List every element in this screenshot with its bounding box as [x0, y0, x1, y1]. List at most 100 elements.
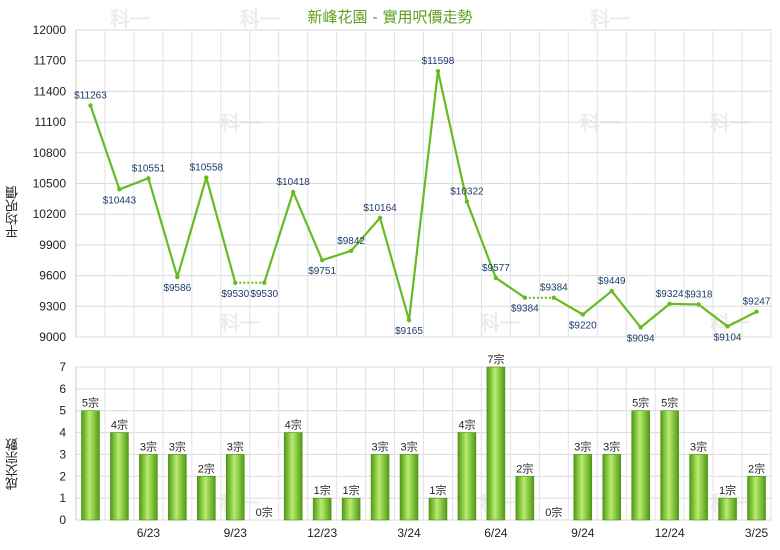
price-line-segment	[669, 302, 699, 306]
volume-y-tick-label: 4	[59, 426, 66, 440]
price-line-segment	[263, 191, 295, 284]
price-y-tick-label: 12000	[33, 23, 67, 37]
volume-bar	[341, 497, 361, 521]
price-point-label: $10558	[190, 163, 224, 174]
price-point	[319, 257, 325, 263]
price-point	[551, 295, 557, 300]
price-line-segment	[495, 277, 526, 299]
volume-y-tick-label: 7	[59, 360, 66, 374]
price-line-segment	[436, 70, 469, 202]
volume-y-tick-label: 2	[59, 469, 66, 483]
bar-value-label: 2宗	[748, 461, 765, 475]
price-point-label: $10322	[450, 187, 484, 198]
bar-value-label: 5宗	[82, 396, 99, 410]
price-point	[522, 295, 528, 300]
volume-y-tick-label: 0	[59, 513, 66, 527]
price-line-segment	[292, 191, 324, 261]
price-point-label: $9384	[511, 304, 539, 315]
price-y-tick-label: 10800	[33, 146, 67, 160]
bar-value-label: 1宗	[719, 483, 736, 497]
price-point	[290, 189, 296, 195]
volume-bar	[225, 454, 245, 521]
volume-bar	[660, 410, 679, 521]
price-line-segment	[553, 296, 584, 316]
watermark-text: 科一	[580, 111, 620, 135]
price-point-label: $9842	[337, 236, 365, 247]
bar-value-label: 1宗	[429, 483, 446, 497]
bar-value-label: 7宗	[487, 352, 504, 366]
price-point-label: $9577	[482, 263, 510, 274]
volume-bar	[573, 454, 593, 521]
bar-value-label: 0宗	[256, 505, 273, 519]
volume-y-tick-label: 3	[59, 447, 66, 461]
bar-value-label: 5宗	[661, 396, 678, 410]
price-y-tick-label: 11100	[34, 115, 66, 129]
volume-bar	[399, 454, 419, 521]
watermark-text: 科一	[710, 311, 750, 335]
price-y-tick-label: 9000	[39, 330, 66, 344]
price-point	[580, 312, 585, 317]
price-y-tick-label: 10500	[33, 177, 67, 191]
price-point-label: $9220	[569, 320, 597, 331]
volume-bar	[312, 497, 332, 521]
price-line-segment	[205, 177, 237, 284]
volume-bar	[486, 366, 506, 521]
watermark-text: 科一	[590, 7, 630, 31]
volume-bar	[631, 410, 650, 521]
x-tick-label: 3/24	[397, 526, 421, 540]
price-line-segment	[379, 217, 411, 321]
price-line-segment	[176, 177, 208, 278]
price-y-tick-label: 9900	[39, 238, 66, 252]
price-line-segment	[582, 290, 613, 316]
x-tick-label: 6/24	[484, 526, 508, 540]
watermark-text: 科一	[220, 111, 260, 135]
price-point-label: $10418	[277, 177, 311, 188]
bar-value-label: 3宗	[603, 439, 620, 453]
volume-bar	[515, 475, 535, 521]
price-point-label: $9094	[627, 333, 655, 344]
bar-value-label: 1宗	[314, 483, 331, 497]
volume-bar	[602, 454, 622, 521]
price-point-label: $9165	[395, 326, 423, 337]
bar-value-label: 4宗	[285, 418, 302, 432]
price-point-label: $9586	[163, 283, 191, 294]
volume-bar	[457, 432, 477, 521]
price-point-label: $9324	[656, 289, 684, 300]
price-point	[146, 176, 151, 181]
volume-bar	[110, 432, 129, 521]
price-y-tick-label: 9600	[39, 269, 66, 283]
price-line-segment	[321, 249, 352, 262]
volume-bar	[689, 454, 708, 521]
price-point	[696, 302, 701, 307]
volume-bar	[747, 475, 766, 521]
watermark-text: 科一	[220, 311, 260, 335]
price-point	[609, 288, 614, 294]
price-y-tick-label: 10200	[33, 207, 67, 221]
price-point-label: $9104	[714, 332, 742, 343]
volume-y-tick-label: 5	[59, 404, 66, 418]
price-point-label: $10551	[132, 163, 166, 174]
price-line-segment	[697, 303, 729, 328]
price-point	[435, 68, 441, 74]
price-y-tick-label: 9300	[39, 299, 66, 313]
price-line-segment	[350, 217, 381, 252]
price-y-tick-label: 11700	[34, 54, 67, 68]
volume-y-tick-label: 6	[59, 382, 66, 396]
bar-value-label: 4宗	[111, 418, 128, 432]
x-tick-label: 6/23	[137, 526, 161, 540]
price-line-segment	[119, 177, 149, 191]
price-point-label: $9318	[685, 289, 713, 300]
x-tick-label: 9/23	[224, 526, 248, 540]
volume-bar	[168, 454, 187, 521]
bar-value-label: 3宗	[169, 439, 186, 453]
price-point-label: $9449	[598, 276, 626, 287]
bar-value-label: 3宗	[400, 439, 417, 453]
price-point-label: $9530	[250, 289, 278, 300]
bar-value-label: 2宗	[198, 461, 215, 475]
volume-bar	[81, 410, 100, 521]
volume-bar	[197, 475, 216, 521]
volume-bar	[428, 497, 448, 521]
bar-value-label: 4宗	[458, 418, 475, 432]
